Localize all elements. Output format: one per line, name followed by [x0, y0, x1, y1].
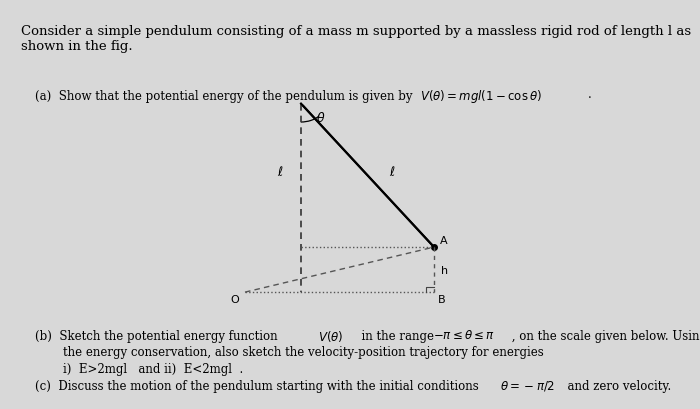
Text: B: B: [438, 294, 445, 304]
Text: $V(\theta)$: $V(\theta)$: [318, 328, 344, 343]
Text: and zero velocity.: and zero velocity.: [560, 380, 671, 393]
Text: .: .: [588, 88, 592, 101]
Text: , on the scale given below. Using: , on the scale given below. Using: [508, 329, 700, 342]
Text: the energy conservation, also sketch the velocity-position trajectory for energi: the energy conservation, also sketch the…: [63, 346, 544, 359]
Text: $\ell$: $\ell$: [389, 165, 395, 179]
Text: $\theta$: $\theta$: [316, 110, 326, 124]
Text: (c)  Discuss the motion of the pendulum starting with the initial conditions: (c) Discuss the motion of the pendulum s…: [35, 380, 486, 393]
Text: $\ell$: $\ell$: [277, 165, 284, 179]
Text: Consider a simple pendulum consisting of a mass m supported by a massless rigid : Consider a simple pendulum consisting of…: [21, 25, 691, 52]
Text: A: A: [440, 236, 447, 245]
Text: (b)  Sketch the potential energy function: (b) Sketch the potential energy function: [35, 329, 285, 342]
Text: h: h: [441, 265, 448, 275]
Text: $\theta = -\pi/2$: $\theta = -\pi/2$: [500, 378, 556, 392]
Text: (a)  Show that the potential energy of the pendulum is given by: (a) Show that the potential energy of th…: [35, 90, 420, 103]
Text: i)  E>2mgl   and ii)  E<2mgl  .: i) E>2mgl and ii) E<2mgl .: [63, 362, 244, 375]
Text: O: O: [230, 294, 239, 304]
Text: $V(\theta)=mgl\left(1-\cos\theta\right)$: $V(\theta)=mgl\left(1-\cos\theta\right)$: [420, 88, 542, 105]
Text: $-\pi \leq \theta \leq \pi$: $-\pi \leq \theta \leq \pi$: [433, 328, 495, 341]
Text: in the range: in the range: [354, 329, 441, 342]
